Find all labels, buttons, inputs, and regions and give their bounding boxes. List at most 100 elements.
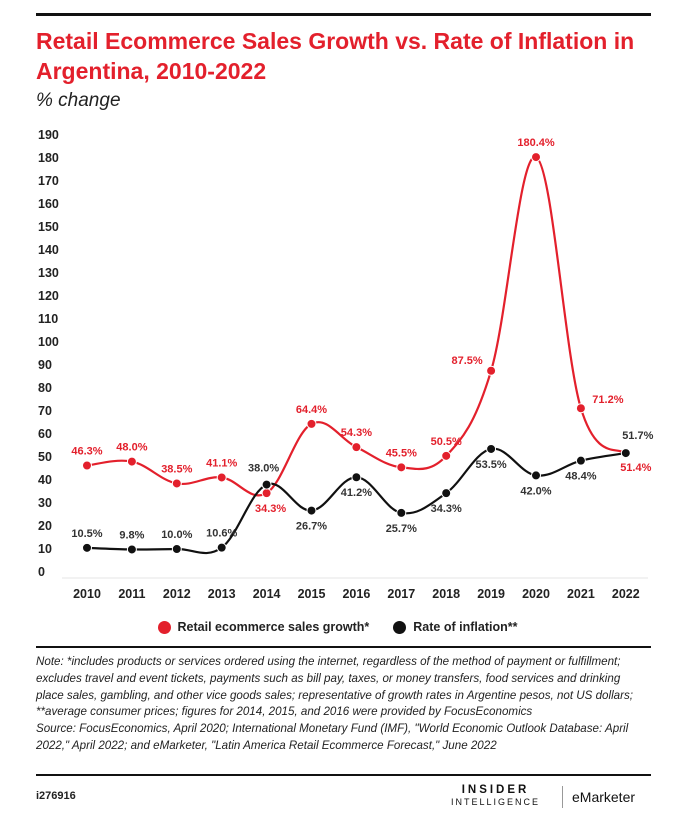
legend-item-inflation: Rate of inflation**: [393, 620, 517, 634]
x-tick-label: 2018: [432, 587, 460, 601]
footer-divider: [36, 774, 651, 776]
data-label-inflation: 9.8%: [119, 529, 144, 541]
logo-intelligence-text: INTELLIGENCE: [451, 797, 541, 807]
note-text: Note: *includes products or services ord…: [36, 655, 633, 719]
chart-notes: Note: *includes products or services ord…: [36, 654, 651, 755]
legend-label-ecommerce: Retail ecommerce sales growth*: [177, 620, 370, 634]
y-tick-label: 130: [38, 266, 59, 280]
data-label-ecommerce: 41.1%: [206, 457, 237, 469]
notes-divider: [36, 646, 651, 648]
x-tick-label: 2014: [253, 587, 281, 601]
data-label-inflation: 10.0%: [161, 529, 192, 541]
data-point-inflation: [531, 470, 541, 481]
data-point-inflation: [351, 472, 362, 483]
data-point-ecommerce: [82, 460, 92, 471]
source-text: Source: FocusEconomics, April 2020; Inte…: [36, 722, 629, 752]
data-point-ecommerce: [575, 403, 586, 414]
x-tick-label: 2019: [477, 587, 505, 601]
data-label-ecommerce: 51.4%: [620, 462, 651, 474]
y-tick-label: 150: [38, 220, 59, 234]
data-label-ecommerce: 45.5%: [386, 447, 417, 459]
data-point-ecommerce: [171, 478, 182, 489]
data-point-ecommerce: [441, 450, 452, 461]
data-point-inflation: [396, 507, 407, 518]
data-label-ecommerce: 180.4%: [517, 137, 555, 149]
x-tick-label: 2013: [208, 587, 236, 601]
y-tick-label: 10: [38, 542, 52, 556]
data-label-ecommerce: 38.5%: [161, 463, 192, 475]
y-tick-label: 50: [38, 450, 52, 464]
chart-title: Retail Ecommerce Sales Growth vs. Rate o…: [36, 28, 635, 84]
data-point-ecommerce: [531, 152, 541, 163]
data-label-inflation: 41.2%: [341, 487, 372, 499]
data-point-inflation: [126, 544, 137, 555]
y-tick-label: 120: [38, 289, 59, 303]
data-point-inflation: [261, 479, 272, 490]
data-label-inflation: 42.0%: [520, 485, 551, 497]
data-label-inflation: 51.7%: [622, 430, 653, 442]
chart-id: i276916: [36, 790, 76, 802]
legend-marker-ecommerce: [157, 620, 171, 634]
chart-subtitle: % change: [36, 90, 121, 111]
top-rule: [36, 13, 651, 16]
data-label-inflation: 34.3%: [431, 503, 462, 515]
x-tick-label: 2017: [387, 587, 415, 601]
emarketer-logo: eMarketer: [572, 789, 636, 805]
x-tick-label: 2010: [73, 587, 101, 601]
logo-separator: [562, 786, 563, 808]
x-tick-label: 2016: [342, 587, 370, 601]
line-chart: 0 10 20 30 40 50 60 70 80 90 100 110 120 130 140 150 160…: [38, 128, 654, 601]
data-label-ecommerce: 64.4%: [296, 404, 327, 416]
data-point-inflation: [620, 448, 631, 459]
data-label-inflation: 25.7%: [386, 523, 417, 535]
x-tick-label: 2015: [298, 587, 326, 601]
data-point-inflation: [306, 505, 317, 516]
data-point-inflation: [575, 455, 586, 466]
data-point-ecommerce: [486, 365, 497, 376]
y-tick-label: 140: [38, 243, 59, 257]
y-tick-label: 20: [38, 519, 52, 533]
y-tick-label: 0: [38, 565, 45, 579]
data-label-ecommerce: 34.3%: [255, 503, 286, 515]
data-point-ecommerce: [306, 418, 317, 429]
logo-insider-text: INSIDER: [461, 784, 530, 796]
legend-marker-inflation: [393, 620, 407, 634]
legend-label-inflation: Rate of inflation**: [413, 620, 518, 634]
data-label-ecommerce: 46.3%: [71, 446, 102, 458]
data-point-inflation: [216, 542, 227, 553]
y-tick-label: 90: [38, 358, 52, 372]
data-point-ecommerce: [126, 456, 137, 467]
y-tick-label: 70: [38, 404, 52, 418]
data-point-ecommerce: [261, 488, 272, 499]
chart-legend: Retail ecommerce sales growth* Rate of i…: [0, 620, 675, 634]
data-point-inflation: [171, 544, 182, 554]
data-point-inflation: [441, 488, 452, 499]
insider-intelligence-logo: INSIDER INTELLIGENCE: [451, 784, 540, 808]
y-tick-label: 160: [38, 197, 59, 211]
data-label-ecommerce: 54.3%: [341, 427, 372, 439]
data-label-inflation: 26.7%: [296, 521, 327, 533]
data-point-inflation: [82, 542, 92, 553]
y-tick-label: 190: [38, 128, 59, 142]
x-tick-label: 2022: [612, 587, 640, 601]
data-point-inflation: [486, 443, 497, 454]
data-point-ecommerce: [351, 442, 362, 453]
data-label-ecommerce: 71.2%: [592, 394, 623, 406]
data-label-inflation: 10.5%: [71, 528, 102, 540]
data-label-ecommerce: 48.0%: [116, 442, 147, 454]
y-tick-label: 110: [38, 312, 58, 326]
y-tick-label: 180: [38, 151, 59, 165]
y-tick-label: 60: [38, 427, 52, 441]
data-label-inflation: 10.6%: [206, 528, 237, 540]
y-tick-label: 40: [38, 473, 52, 487]
data-point-ecommerce: [216, 472, 227, 483]
x-tick-label: 2012: [163, 587, 191, 601]
y-tick-label: 170: [38, 174, 59, 188]
data-label-ecommerce: 50.5%: [431, 436, 462, 448]
x-tick-label: 2011: [118, 587, 145, 601]
x-tick-label: 2020: [522, 587, 550, 601]
data-label-inflation: 48.4%: [565, 471, 596, 483]
data-label-ecommerce: 87.5%: [451, 355, 482, 367]
data-label-inflation: 53.5%: [475, 459, 506, 471]
data-label-inflation: 38.0%: [248, 463, 279, 475]
